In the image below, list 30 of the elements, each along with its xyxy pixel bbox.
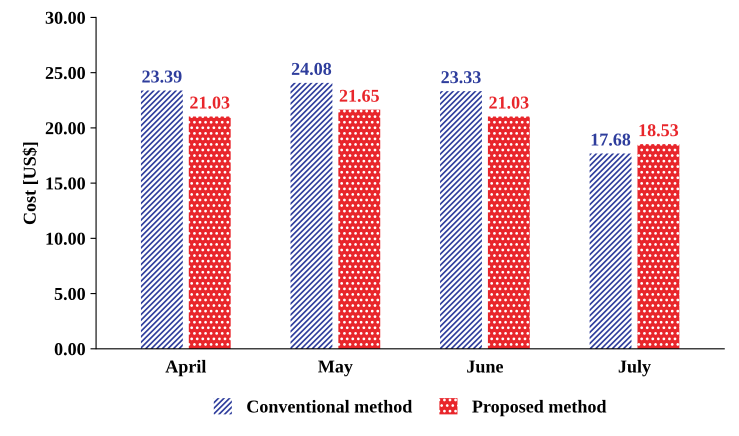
y-tick-label: 5.00 <box>54 288 85 300</box>
y-tick-label: 25.00 <box>46 66 85 80</box>
legend-label: Conventional method <box>247 400 412 413</box>
bar <box>188 116 231 349</box>
y-tick-label: 10.00 <box>46 232 85 245</box>
y-axis-title: Cost [US$] <box>22 142 38 224</box>
y-tick-label: 0.00 <box>54 343 85 356</box>
data-label: 21.65 <box>340 90 379 102</box>
bar <box>440 91 482 349</box>
data-label: 21.03 <box>190 96 230 109</box>
data-label: 23.33 <box>441 71 481 84</box>
bar <box>290 82 332 349</box>
y-tick-label: 15.00 <box>46 177 85 190</box>
y-tick-label: 20.00 <box>46 122 85 134</box>
legend-label: Proposed method <box>472 400 606 416</box>
bar <box>140 90 183 349</box>
x-tick-label: May <box>318 360 353 376</box>
data-label: 23.39 <box>142 70 182 83</box>
bar <box>488 116 530 349</box>
bar <box>338 110 380 349</box>
x-tick-label: June <box>467 360 504 373</box>
data-label: 18.53 <box>640 124 678 136</box>
x-tick-label: July <box>618 360 651 376</box>
data-label: 17.68 <box>592 134 630 146</box>
data-label: 21.03 <box>489 96 529 109</box>
data-label: 24.08 <box>292 62 332 76</box>
x-tick-label: April <box>165 360 206 376</box>
bar <box>590 154 632 349</box>
y-tick-label: 30.00 <box>46 12 85 24</box>
bar <box>637 144 680 349</box>
